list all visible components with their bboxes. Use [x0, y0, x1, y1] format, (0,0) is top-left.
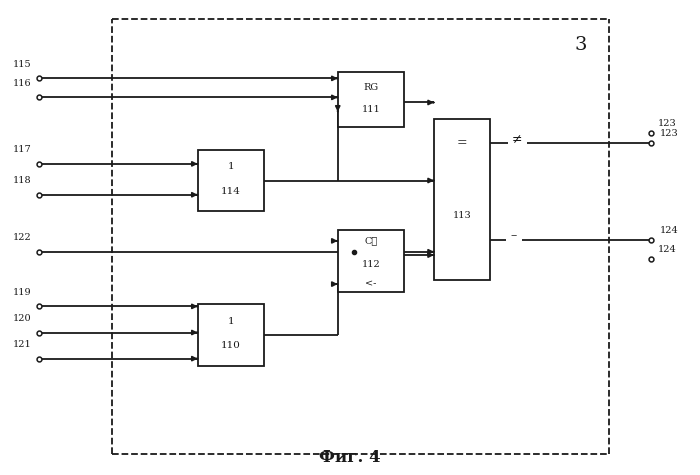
- Text: –: –: [510, 229, 516, 243]
- Text: 116: 116: [13, 79, 32, 87]
- Text: 1: 1: [228, 317, 234, 326]
- Text: 120: 120: [13, 314, 32, 323]
- Text: 113: 113: [453, 211, 471, 220]
- Bar: [337, 72, 405, 127]
- Text: RG: RG: [363, 83, 379, 92]
- Text: Фиг. 4: Фиг. 4: [319, 448, 381, 466]
- Text: C⑇: C⑇: [365, 237, 377, 246]
- Text: 122: 122: [13, 233, 32, 242]
- Text: 117: 117: [13, 145, 32, 154]
- Text: ≠: ≠: [511, 133, 522, 146]
- Bar: [198, 304, 265, 366]
- Bar: [198, 150, 265, 211]
- Text: 112: 112: [362, 260, 380, 269]
- Text: 110: 110: [221, 342, 241, 351]
- Text: 114: 114: [221, 187, 241, 196]
- Text: 3: 3: [575, 36, 587, 54]
- Text: 1: 1: [228, 162, 234, 171]
- Text: 119: 119: [13, 288, 32, 296]
- Text: 123: 123: [659, 129, 678, 138]
- Text: 111: 111: [362, 105, 380, 114]
- Text: 124: 124: [659, 226, 678, 235]
- Text: 123: 123: [658, 119, 677, 128]
- Text: =: =: [456, 136, 468, 150]
- Bar: [434, 119, 490, 280]
- Text: <-: <-: [365, 280, 377, 289]
- Text: 115: 115: [13, 60, 32, 68]
- Text: 118: 118: [13, 176, 32, 185]
- Bar: [337, 230, 405, 292]
- Text: 121: 121: [13, 340, 32, 349]
- Text: 124: 124: [658, 245, 677, 254]
